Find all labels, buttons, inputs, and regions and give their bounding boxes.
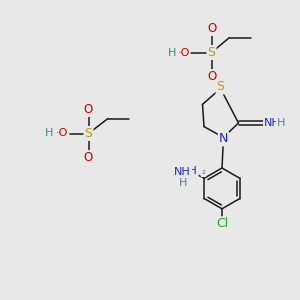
Text: S: S [208, 46, 215, 59]
Text: N: N [219, 132, 228, 146]
Text: NH: NH [181, 166, 198, 176]
Text: S: S [217, 80, 224, 94]
Text: ·O: ·O [56, 128, 69, 139]
Text: O: O [84, 151, 93, 164]
Text: NH: NH [174, 167, 191, 177]
Text: NH: NH [264, 118, 281, 128]
Text: Cl: Cl [216, 217, 228, 230]
Text: H: H [277, 118, 285, 128]
Text: H: H [45, 128, 54, 139]
Text: H: H [167, 47, 176, 58]
Text: ₂: ₂ [202, 166, 206, 176]
Text: H: H [178, 178, 187, 188]
Text: ·O: ·O [177, 47, 190, 58]
Text: O: O [84, 103, 93, 116]
Text: O: O [207, 22, 216, 35]
Text: S: S [85, 127, 92, 140]
Text: O: O [207, 70, 216, 83]
